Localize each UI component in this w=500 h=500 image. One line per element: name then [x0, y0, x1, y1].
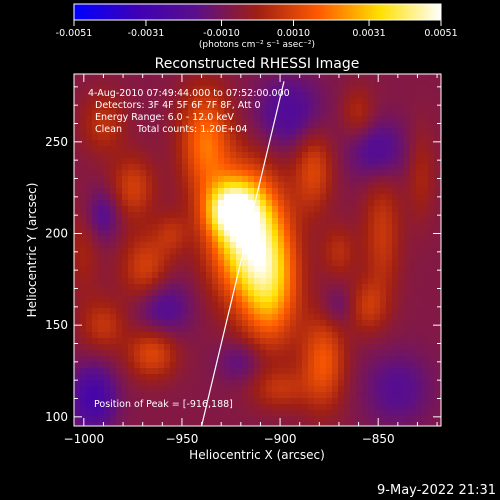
annotation-detectors: Detectors: 3F 4F 5F 6F 7F 8F, Att 0 — [95, 100, 261, 111]
colorbar-tick-label: -0.0051 — [56, 28, 93, 39]
annotation-counts: Clean Total counts: 1.20E+04 — [95, 124, 247, 135]
limb-line — [200, 81, 285, 426]
y-tick-label: 100 — [45, 410, 68, 424]
colorbar-tick-label: 0.0010 — [277, 28, 310, 39]
plot-area: −1000 −950 −900 −850 100 150 200 250 — [45, 73, 442, 446]
footer-timestamp: 9-May-2022 21:31 — [377, 483, 496, 498]
colorbar-tick-label: -0.0010 — [203, 28, 240, 39]
colorbar: -0.0051 -0.0031 -0.0010 0.0010 0.0031 0.0051 … — [56, 3, 458, 50]
y-axis-label: Heliocentric Y (arcsec) — [25, 183, 39, 318]
x-axis-label: Heliocentric X (arcsec) — [189, 448, 325, 462]
colorbar-gradient — [73, 3, 442, 21]
x-tick-label: −950 — [165, 432, 198, 446]
y-tick-label: 200 — [45, 227, 68, 241]
y-tick-label: 150 — [45, 318, 68, 332]
heatmap-image — [74, 74, 441, 426]
plot-frame — [73, 73, 442, 427]
x-tick-label: −1000 — [64, 432, 105, 446]
colorbar-tick-label: 0.0031 — [352, 28, 385, 39]
colorbar-tick-label: -0.0031 — [128, 28, 165, 39]
colorbar-unit-label: (photons cm⁻² s⁻¹ asec⁻²) — [199, 40, 315, 50]
annotation-energy: Energy Range: 6.0 - 12.0 keV — [95, 112, 234, 123]
annotation-time: 4-Aug-2010 07:49:44.000 to 07:52:00.000 — [88, 88, 290, 99]
x-tick-label: −900 — [264, 432, 297, 446]
axis-ticks: −1000 −950 −900 −850 100 150 200 250 — [45, 74, 441, 446]
colorbar-tick-label: 0.0051 — [424, 28, 457, 39]
peak-position-label: Position of Peak = [-916,188] — [94, 399, 233, 410]
colorbar-ticks: -0.0051 -0.0031 -0.0010 0.0010 0.0031 0.0051 — [56, 20, 458, 39]
y-tick-label: 250 — [45, 135, 68, 149]
chart-title: Reconstructed RHESSI Image — [155, 56, 360, 72]
x-tick-label: −850 — [362, 432, 395, 446]
annotation-block: 4-Aug-2010 07:49:44.000 to 07:52:00.000 … — [88, 88, 290, 135]
